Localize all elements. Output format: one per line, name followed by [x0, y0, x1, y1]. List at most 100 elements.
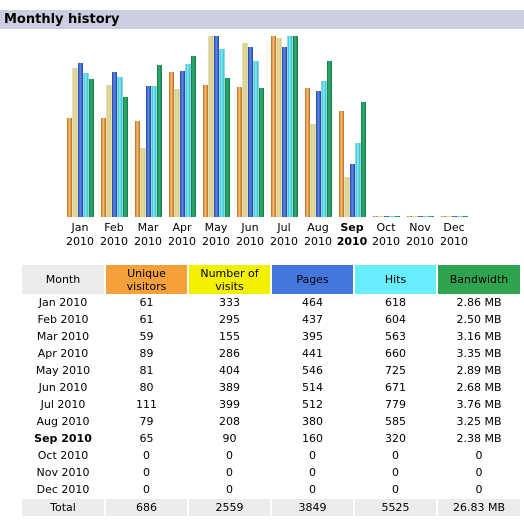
hits-cell: 671 [385, 381, 406, 394]
table-row: May 2010 81 404 546 725 2.89 MB [22, 363, 520, 379]
table-row: Mar 2010 59 155 395 563 3.16 MB [22, 329, 520, 345]
bar-hits-aug [321, 81, 327, 217]
section-title: Monthly history [0, 10, 524, 29]
table-row: Jun 2010 80 389 514 671 2.68 MB [22, 380, 520, 396]
month-cell: Mar 2010 [36, 330, 90, 343]
bar-unique-visitors-nov [407, 216, 412, 217]
x-tick-month-mar: Mar [138, 221, 159, 234]
x-tick-year-aug: 2010 [304, 235, 332, 248]
bandwidth-cell: 3.76 MB [456, 398, 502, 411]
table-row: Nov 2010 0 0 0 0 0 [22, 465, 520, 481]
bar-unique-visitors-aug [305, 88, 310, 217]
pages-cell: 437 [302, 313, 323, 326]
unique-visitors-cell: 79 [139, 415, 154, 428]
bar-pages-dec [452, 216, 457, 217]
month-cell: May 2010 [35, 364, 91, 377]
bar-hits-mar [151, 86, 157, 217]
month-cell: Jul 2010 [40, 398, 86, 411]
bar-unique-visitors-jan [67, 118, 72, 217]
bar-pages-nov [418, 216, 423, 217]
pages-cell: 0 [309, 449, 316, 462]
x-tick-year-jan: 2010 [66, 235, 94, 248]
bandwidth-cell: 3.16 MB [456, 330, 502, 343]
unique-visitors-cell: 81 [139, 364, 154, 377]
visits-cell: 208 [219, 415, 240, 428]
table-row: Apr 2010 89 286 441 660 3.35 MB [22, 346, 520, 362]
x-tick-year-jun: 2010 [236, 235, 264, 248]
bar-bandwidth-oct [395, 216, 400, 217]
hits-cell: 618 [385, 296, 406, 309]
bar-unique-visitors-jul [271, 36, 276, 217]
pages-cell: 380 [302, 415, 323, 428]
bar-bandwidth-dec [463, 216, 468, 217]
hits-cell: 0 [392, 466, 399, 479]
bandwidth-cell: 2.50 MB [456, 313, 502, 326]
visits-column-header: Number of visits [189, 265, 270, 294]
x-tick-month-nov: Nov [409, 221, 431, 234]
visits-cell: 90 [222, 432, 237, 445]
bar-bandwidth-nov [429, 216, 434, 217]
unique-visitors-cell: 80 [139, 381, 154, 394]
bar-pages-aug [316, 91, 321, 217]
month-cell: Aug 2010 [36, 415, 90, 428]
bandwidth-cell: 3.25 MB [456, 415, 502, 428]
x-tick-year-oct: 2010 [372, 235, 400, 248]
pages-cell: 395 [302, 330, 323, 343]
visits-cell: 399 [219, 398, 240, 411]
monthly-history-chart: Jan2010Feb2010Mar2010Apr2010May2010Jun20… [66, 36, 468, 248]
pages-cell: 0 [309, 466, 316, 479]
table-row: Aug 2010 79 208 380 585 3.25 MB [22, 414, 520, 430]
bar-visits-jul [276, 38, 282, 217]
month-cell: Feb 2010 [37, 313, 89, 326]
x-tick-year-may: 2010 [202, 235, 230, 248]
bar-hits-feb [117, 77, 123, 217]
bar-pages-feb [112, 72, 117, 217]
table-header-row: Month Unique visitors Number of visits P… [22, 265, 520, 294]
bar-unique-visitors-apr [169, 72, 174, 217]
bar-hits-jul [287, 36, 293, 217]
x-tick-month-jun: Jun [240, 221, 258, 234]
bar-hits-dec [457, 216, 463, 217]
bar-pages-jul [282, 47, 287, 217]
bar-bandwidth-jul [293, 36, 298, 217]
hits-cell: 563 [385, 330, 406, 343]
visits-cell: 0 [226, 466, 233, 479]
bar-bandwidth-sep [361, 102, 366, 217]
bandwidth-cell: 0 [475, 449, 483, 462]
bar-unique-visitors-feb [101, 118, 106, 217]
bar-bandwidth-apr [191, 56, 196, 217]
bar-pages-apr [180, 71, 185, 217]
bar-pages-jun [248, 47, 253, 217]
bar-unique-visitors-sep [339, 111, 344, 217]
bar-visits-jun [242, 43, 248, 217]
bar-pages-may [214, 36, 219, 217]
bar-hits-may [219, 49, 225, 217]
table-row: Dec 2010 0 0 0 0 0 [22, 482, 520, 498]
bar-hits-nov [423, 216, 429, 217]
x-tick-year-feb: 2010 [100, 235, 128, 248]
bandwidth-cell: 2.86 MB [456, 296, 502, 309]
bar-visits-may [208, 36, 214, 217]
bandwidth-cell: 2.38 MB [456, 432, 502, 445]
x-tick-year-apr: 2010 [168, 235, 196, 248]
pages-cell: 160 [302, 432, 323, 445]
hits-cell: 0 [392, 483, 399, 496]
x-tick-month-feb: Feb [104, 221, 123, 234]
total-row: Total 686 2559 3849 5525 26.83 MB [22, 499, 520, 516]
x-tick-month-jan: Jan [71, 221, 89, 234]
hits-cell: 585 [385, 415, 406, 428]
pages-cell: 546 [302, 364, 323, 377]
monthly-stats-table: Month Unique visitors Number of visits P… [20, 264, 522, 517]
month-cell: Jun 2010 [38, 381, 88, 394]
hits-cell: 725 [385, 364, 406, 377]
hits-cell: 320 [385, 432, 406, 445]
total-label: Total [22, 499, 104, 516]
bar-pages-jan [78, 63, 83, 217]
x-tick-month-apr: Apr [172, 221, 192, 234]
visits-cell: 0 [226, 449, 233, 462]
visits-cell: 0 [226, 483, 233, 496]
x-tick-month-sep: Sep [340, 221, 363, 234]
pages-column-header: Pages [272, 265, 353, 294]
bandwidth-cell: 0 [475, 483, 483, 496]
x-tick-year-nov: 2010 [406, 235, 434, 248]
